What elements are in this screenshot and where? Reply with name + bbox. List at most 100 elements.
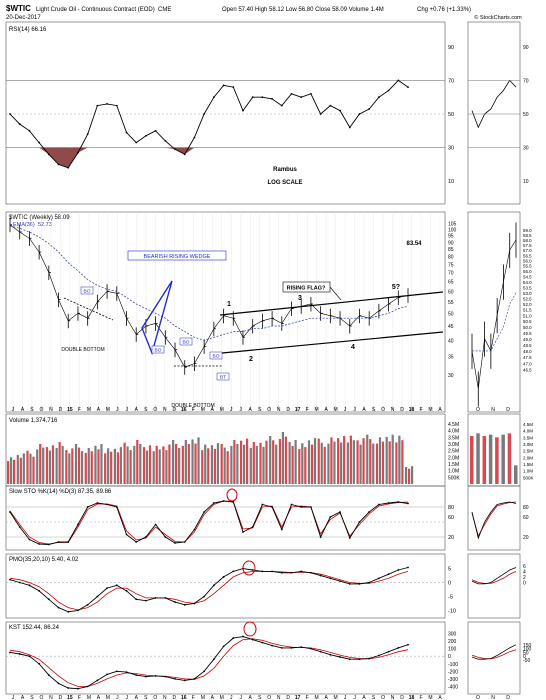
sto-k-point-0 bbox=[9, 511, 11, 513]
rsi-line bbox=[9, 79, 409, 169]
sto-k-point-34 bbox=[339, 511, 341, 513]
point-2-label: 2 bbox=[249, 356, 253, 363]
volume-bar-38-2 bbox=[381, 441, 385, 484]
zoom-volume-tick-7: 4.0M bbox=[523, 429, 533, 434]
sto-k-point-39 bbox=[387, 502, 390, 504]
zoom-volume-frame bbox=[467, 413, 521, 487]
price-tick-35: 35 bbox=[448, 354, 454, 360]
pmo-point-0 bbox=[9, 578, 11, 581]
volume-bar-11-2 bbox=[119, 447, 122, 484]
volume-bar-18-2 bbox=[187, 443, 190, 484]
x-tick-label-5: D bbox=[59, 407, 63, 413]
zoom-volume-tick-8: 4.5M bbox=[523, 422, 533, 427]
volume-bar-6-2 bbox=[71, 448, 74, 484]
volume-bar-21-0 bbox=[210, 445, 214, 484]
rsi-point-8 bbox=[86, 133, 89, 136]
x-tick-label-8: M bbox=[87, 407, 91, 413]
rsi-point-39 bbox=[387, 89, 390, 92]
kst-point-39 bbox=[387, 650, 390, 653]
volume-bar-0-0 bbox=[7, 461, 10, 484]
volume-bar-13-1 bbox=[136, 440, 139, 484]
volume-bar-40-0 bbox=[395, 442, 398, 484]
rsi-point-0 bbox=[9, 113, 11, 115]
rsi-oversold-fill bbox=[10, 147, 408, 168]
zoom-price-tick-56: 56.0 bbox=[523, 258, 532, 263]
volume-bar-1-2 bbox=[22, 453, 25, 484]
pmo-point-40 bbox=[397, 569, 400, 571]
sto-k-point-36 bbox=[358, 521, 361, 523]
rsi-point-5 bbox=[57, 163, 60, 166]
volume-bar-41-1 bbox=[408, 468, 411, 484]
volume-bar-34-1 bbox=[340, 442, 343, 484]
x-tick-label-bottom-31: F bbox=[306, 695, 309, 700]
pmo-point-14 bbox=[145, 599, 147, 602]
zoom-price-tick-57: 57.0 bbox=[523, 248, 532, 253]
zoom-price-tick-49.5: 49.5 bbox=[523, 331, 532, 336]
sto-k-point-27 bbox=[271, 506, 273, 508]
pmo-point-3 bbox=[38, 589, 41, 592]
x-tick-label-2: S bbox=[30, 407, 34, 413]
bt-box bbox=[216, 372, 230, 381]
zoom-x-label-0: O bbox=[476, 407, 480, 413]
volume-bar-9-1 bbox=[97, 449, 100, 484]
rsi-point-23 bbox=[232, 86, 235, 89]
kst-tick--400: -400 bbox=[448, 684, 458, 690]
zoom-price-tick-52: 52.0 bbox=[523, 302, 532, 307]
kst-point-33 bbox=[329, 653, 332, 656]
volume-bar-12-2 bbox=[129, 450, 132, 484]
zoom-volume-tick-6: 3.5M bbox=[523, 435, 533, 440]
zoom-price-tick-51: 51.0 bbox=[523, 313, 532, 318]
zoom-volume-tick-0: 500K bbox=[523, 475, 534, 480]
volume-bar-23-2 bbox=[236, 443, 239, 484]
rsi-point-15 bbox=[154, 129, 157, 132]
volume-bar-6-1 bbox=[68, 453, 71, 484]
zoom-kst-frame bbox=[467, 621, 521, 695]
zoom-pmo-frame bbox=[467, 553, 521, 619]
kst-point-13 bbox=[135, 674, 138, 677]
volume-bar-10-0 bbox=[104, 453, 107, 484]
sto-k-point-5 bbox=[57, 541, 60, 543]
sto-k-point-1 bbox=[18, 526, 21, 528]
sto-k-point-40 bbox=[397, 501, 400, 503]
volume-bar-26-2 bbox=[265, 440, 268, 484]
zoom-sto-tick-20: 20 bbox=[523, 535, 529, 541]
volume-title: Volume 1,374,716 bbox=[9, 418, 58, 424]
zoom-kst-line bbox=[471, 644, 517, 660]
volume-bar-10-2 bbox=[110, 451, 113, 484]
kst-point-34 bbox=[339, 656, 341, 658]
zoom-x-label-2: D bbox=[506, 407, 510, 413]
volume-bar-37-2 bbox=[372, 443, 375, 484]
stockcharts-brand: © StockCharts.com bbox=[474, 14, 522, 21]
zoom-kst-tick-50: 50 bbox=[523, 650, 529, 656]
price-tick-65: 65 bbox=[448, 280, 454, 286]
sto-tick-80: 80 bbox=[448, 505, 454, 511]
x-tick-label-9: A bbox=[97, 407, 101, 413]
bo-label-4: BO bbox=[213, 354, 220, 360]
zoom-kst-signal-line bbox=[471, 649, 517, 660]
volume-bar-10-1 bbox=[107, 448, 110, 484]
zoom-pmo-tick-2: 2 bbox=[523, 575, 526, 581]
volume-bar-11-1 bbox=[116, 452, 119, 484]
kst-tick-0: 0 bbox=[448, 654, 451, 660]
price-tick-95: 95 bbox=[448, 234, 454, 240]
zoom-volume-bar-38 bbox=[495, 437, 499, 484]
kst-point-31 bbox=[310, 647, 312, 650]
rsi-point-7 bbox=[77, 151, 79, 154]
volume-bar-7-1 bbox=[77, 447, 81, 484]
volume-bar-12-1 bbox=[126, 446, 129, 484]
x-tick-label-bottom-18: 16 bbox=[181, 695, 187, 700]
sto-k-point-31 bbox=[310, 506, 312, 508]
bo-label-1: BO bbox=[84, 289, 91, 295]
volume-bar-30-0 bbox=[298, 449, 301, 484]
x-tick-label-7: F bbox=[78, 407, 81, 413]
x-tick-label-28: N bbox=[277, 407, 281, 413]
volume-bar-3-0 bbox=[36, 449, 39, 484]
volume-bar-38-1 bbox=[378, 437, 382, 484]
sto-k-point-21 bbox=[212, 502, 215, 504]
zoom-price-tick-52.5: 52.5 bbox=[523, 296, 532, 301]
log-scale-label: LOG SCALE bbox=[267, 180, 302, 186]
x-tick-label-bottom-3: O bbox=[40, 695, 44, 700]
kst-point-26 bbox=[261, 641, 264, 644]
pmo-point-22 bbox=[222, 576, 225, 578]
volume-tick-4: 2.5M bbox=[448, 449, 459, 455]
